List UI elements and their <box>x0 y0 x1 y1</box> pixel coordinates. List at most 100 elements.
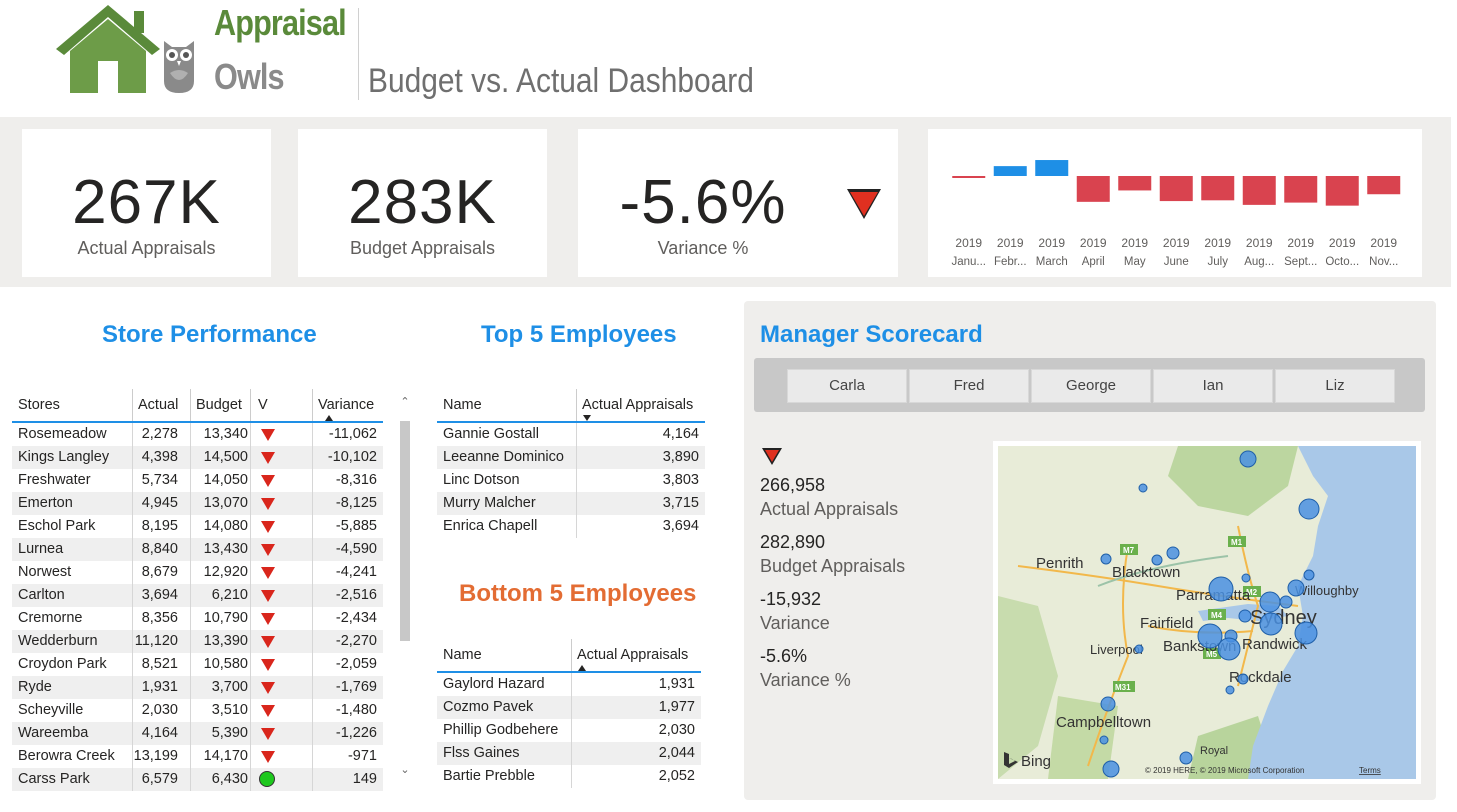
table-row[interactable]: Linc Dotson 3,803 <box>437 469 705 492</box>
store-table-scrollbar[interactable]: ⌃ ⌄ <box>398 391 412 783</box>
employee-name: Leeanne Dominico <box>443 449 564 465</box>
bottom5-col-actual[interactable]: Actual Appraisals <box>577 647 689 663</box>
store-bubble[interactable] <box>1208 576 1234 602</box>
variance-bar[interactable] <box>1118 176 1152 191</box>
store-bubble[interactable] <box>1294 621 1318 645</box>
store-bubble[interactable] <box>1102 760 1120 778</box>
table-row[interactable]: Scheyville 2,030 3,510 -1,480 <box>12 699 383 722</box>
col-budget[interactable]: Budget <box>196 397 242 413</box>
table-row[interactable]: Bartie Prebble 2,052 <box>437 765 701 788</box>
store-variance: 149 <box>352 771 377 787</box>
table-row[interactable]: Carlton 3,694 6,210 -2,516 <box>12 584 383 607</box>
store-bubble[interactable] <box>1238 609 1252 623</box>
store-bubble[interactable] <box>1099 735 1109 745</box>
variance-bar[interactable] <box>1242 176 1276 205</box>
variance-bar[interactable] <box>993 166 1027 176</box>
table-row[interactable]: Gaylord Hazard 1,931 <box>437 673 701 696</box>
store-bubble[interactable] <box>1279 595 1293 609</box>
store-bubble[interactable] <box>1287 579 1305 597</box>
store-variance: -1,769 <box>335 679 377 695</box>
store-bubble[interactable] <box>1239 450 1257 468</box>
table-row[interactable]: Wedderburn 11,120 13,390 -2,270 <box>12 630 383 653</box>
col-variance[interactable]: Variance <box>318 397 375 413</box>
store-bubble[interactable] <box>1298 498 1320 520</box>
store-bubble[interactable] <box>1303 569 1315 581</box>
scroll-thumb[interactable] <box>400 421 410 641</box>
variance-bar[interactable] <box>1201 176 1235 201</box>
store-actual: 8,679 <box>141 564 178 580</box>
store-bubble[interactable] <box>1241 573 1251 583</box>
table-row[interactable]: Phillip Godbehere 2,030 <box>437 719 701 742</box>
table-row[interactable]: Berowra Creek 13,199 14,170 -971 <box>12 745 383 768</box>
store-bubble[interactable] <box>1100 696 1116 712</box>
table-row[interactable]: Ryde 1,931 3,700 -1,769 <box>12 676 383 699</box>
variance-bar[interactable] <box>1035 160 1069 176</box>
employee-name: Phillip Godbehere <box>443 722 559 738</box>
manager-button-ian[interactable]: Ian <box>1153 369 1273 403</box>
store-bubble[interactable] <box>1100 553 1112 565</box>
store-budget: 3,700 <box>211 679 248 695</box>
table-row[interactable]: Murry Malcher 3,715 <box>437 492 705 515</box>
budget-kpi-card[interactable]: 283K Budget Appraisals <box>298 129 547 277</box>
bottom5-table[interactable]: Name Actual Appraisals Gaylord Hazard 1,9… <box>437 639 701 788</box>
store-bubble[interactable] <box>1179 751 1193 765</box>
variance-bar[interactable] <box>1367 176 1401 195</box>
store-bubble[interactable] <box>1259 612 1283 636</box>
table-row[interactable]: Flss Gaines 2,044 <box>437 742 701 765</box>
store-performance-table[interactable]: Stores Actual Budget V Variance Rosemead… <box>12 389 383 791</box>
manager-button-fred[interactable]: Fred <box>909 369 1029 403</box>
variance-bar[interactable] <box>1076 176 1110 202</box>
store-name: Berowra Creek <box>18 748 115 764</box>
table-row[interactable]: Eschol Park 8,195 14,080 -5,885 <box>12 515 383 538</box>
store-bubble[interactable] <box>1217 637 1241 661</box>
store-bubble[interactable] <box>1134 644 1144 654</box>
table-row[interactable]: Enrica Chapell 3,694 <box>437 515 705 538</box>
store-map[interactable]: M7 M1 M2 M4 M5 M31 Penrith Blacktown Par… <box>998 446 1416 779</box>
scroll-up-icon[interactable]: ⌃ <box>400 396 410 408</box>
top5-col-name[interactable]: Name <box>443 397 482 413</box>
variance-bar[interactable] <box>1284 176 1318 203</box>
manager-button-carla[interactable]: Carla <box>787 369 907 403</box>
table-row[interactable]: Rosemeadow 2,278 13,340 -11,062 <box>12 423 383 446</box>
table-row[interactable]: Cozmo Pavek 1,977 <box>437 696 701 719</box>
store-bubble[interactable] <box>1138 483 1148 493</box>
manager-button-george[interactable]: George <box>1031 369 1151 403</box>
map-terms-link[interactable]: Terms <box>1359 766 1381 775</box>
top5-col-actual[interactable]: Actual Appraisals <box>582 397 694 413</box>
manager-button-liz[interactable]: Liz <box>1275 369 1395 403</box>
variance-bar[interactable] <box>1159 176 1193 202</box>
store-name: Carlton <box>18 587 65 603</box>
col-stores[interactable]: Stores <box>18 397 60 413</box>
table-row[interactable]: Gannie Gostall 4,164 <box>437 423 705 446</box>
table-row[interactable]: Croydon Park 8,521 10,580 -2,059 <box>12 653 383 676</box>
scroll-down-icon[interactable]: ⌄ <box>400 764 410 776</box>
store-bubble[interactable] <box>1151 554 1163 566</box>
table-row[interactable]: Wareemba 4,164 5,390 -1,226 <box>12 722 383 745</box>
status-up-icon <box>259 771 275 787</box>
status-down-icon <box>261 613 275 625</box>
bottom5-col-name[interactable]: Name <box>443 647 482 663</box>
store-bubble[interactable] <box>1197 623 1223 649</box>
store-bubble[interactable] <box>1166 546 1180 560</box>
variance-bar[interactable] <box>952 176 986 178</box>
table-row[interactable]: Norwest 8,679 12,920 -4,241 <box>12 561 383 584</box>
col-actual[interactable]: Actual <box>138 397 179 413</box>
table-row[interactable]: Lurnea 8,840 13,430 -4,590 <box>12 538 383 561</box>
top5-table[interactable]: Name Actual Appraisals Gannie Gostall 4,1… <box>437 389 705 538</box>
col-v[interactable]: V <box>258 397 268 413</box>
store-bubble[interactable] <box>1237 673 1249 685</box>
employee-value: 1,977 <box>658 699 695 715</box>
table-row[interactable]: Leeanne Dominico 3,890 <box>437 446 705 469</box>
store-actual: 4,945 <box>141 495 178 511</box>
table-row[interactable]: Kings Langley 4,398 14,500 -10,102 <box>12 446 383 469</box>
variance-kpi-card[interactable]: -5.6% Variance % <box>578 129 898 277</box>
table-row[interactable]: Emerton 4,945 13,070 -8,125 <box>12 492 383 515</box>
table-row[interactable]: Cremorne 8,356 10,790 -2,434 <box>12 607 383 630</box>
table-row[interactable]: Freshwater 5,734 14,050 -8,316 <box>12 469 383 492</box>
actual-kpi-card[interactable]: 267K Actual Appraisals <box>22 129 271 277</box>
store-bubble[interactable] <box>1259 591 1281 613</box>
variance-bar[interactable] <box>1325 176 1359 206</box>
monthly-variance-chart[interactable]: 2019 Janu... 2019 Febr... 2019 March 2019 April… <box>928 129 1422 277</box>
store-bubble[interactable] <box>1225 685 1235 695</box>
table-row[interactable]: Carss Park 6,579 6,430 149 <box>12 768 383 791</box>
